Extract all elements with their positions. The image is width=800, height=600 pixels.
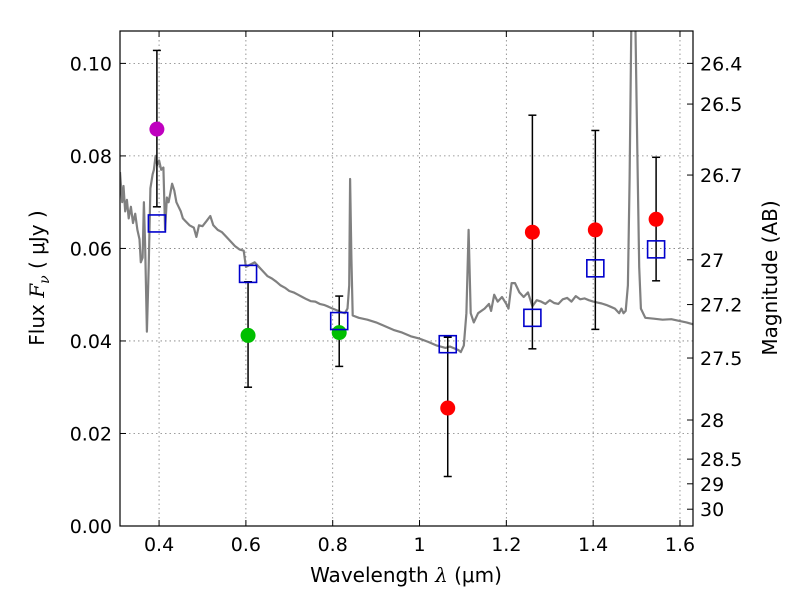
sed-model-curve <box>120 31 693 354</box>
y-axis-label: Flux Fν ( μJy ) <box>25 210 53 345</box>
mag-tick-label: 27.5 <box>700 348 742 370</box>
observed-point <box>524 224 540 240</box>
x-tick-label: 1 <box>413 534 425 556</box>
y-tick-label: 0.02 <box>70 423 112 445</box>
plot-frame <box>119 30 694 527</box>
x-tick-label: 1.4 <box>578 534 608 556</box>
observed-point <box>440 400 456 416</box>
error-bars <box>152 49 661 478</box>
observed-point <box>587 222 603 238</box>
observed-point <box>331 325 347 341</box>
mag-tick-label: 26.5 <box>700 94 742 116</box>
y-tick-label: 0.06 <box>70 238 112 260</box>
x-tick-label: 1.2 <box>491 534 521 556</box>
model-square <box>329 311 349 331</box>
model-square <box>147 214 167 233</box>
sed-line <box>120 31 693 354</box>
mag-tick-label: 29 <box>700 474 724 496</box>
x-tick-label: 0.4 <box>144 534 174 556</box>
observed-point <box>240 327 256 343</box>
model-photometry-points <box>147 214 666 354</box>
mag-tick-label: 27.2 <box>700 295 742 317</box>
model-square <box>438 334 458 354</box>
magnitude-axis-label: Magnitude (AB) <box>758 200 782 355</box>
x-tick-label: 0.8 <box>318 534 348 556</box>
x-tick-label: 0.6 <box>231 534 261 556</box>
mag-tick-label: 26.7 <box>700 165 742 187</box>
y-tick-label: 0.08 <box>70 146 112 168</box>
y-tick-label: 0.04 <box>70 331 112 353</box>
mag-tick-label: 30 <box>700 499 724 521</box>
observed-point <box>149 121 165 137</box>
mag-tick-label: 28.5 <box>700 449 742 471</box>
axes: 0.4 0.6 0.8 1 1.2 1.4 1.6 0.00 0.02 0.04 0.06 0.08 0… <box>70 31 742 556</box>
x-axis-label: Wavelength λ (μm) <box>310 563 502 587</box>
observed-point <box>648 211 664 227</box>
y-tick-label: 0.10 <box>70 53 112 75</box>
model-square <box>646 240 666 259</box>
grid-lines <box>120 31 693 527</box>
y-tick-label: 0.00 <box>70 516 112 538</box>
model-square <box>586 259 605 278</box>
model-square <box>238 264 258 284</box>
mag-tick-label: 28 <box>700 410 724 432</box>
model-square <box>523 308 542 328</box>
mag-tick-label: 26.4 <box>700 53 742 75</box>
mag-tick-label: 27 <box>700 250 724 272</box>
x-tick-label: 1.6 <box>665 534 695 556</box>
